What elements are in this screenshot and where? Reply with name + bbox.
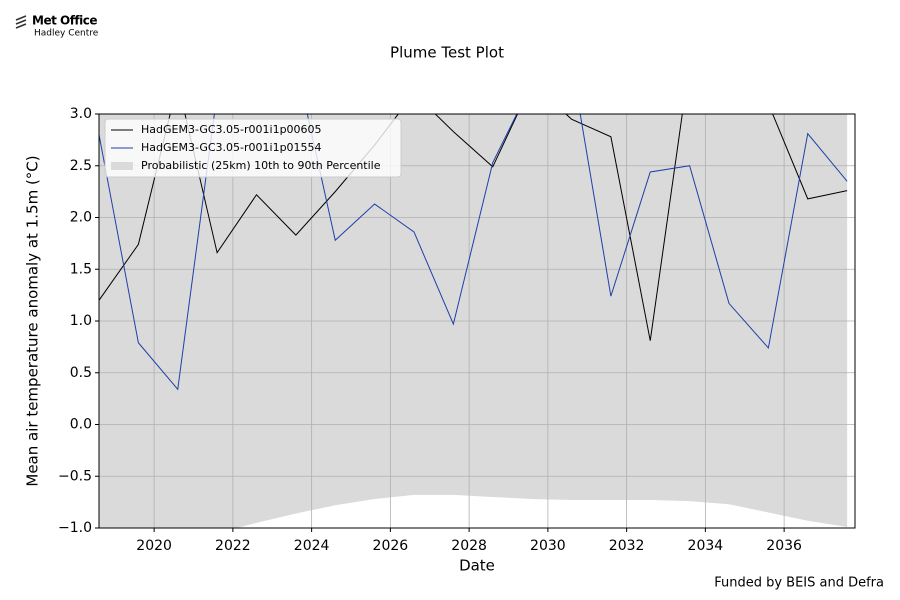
footer: Funded by BEIS and Defra [714,576,884,591]
y-tick-label: 0.5 [70,365,92,381]
y-axis-label: Mean air temperature anomaly at 1.5m (°C… [24,155,42,486]
logo-subname: Hadley Centre [34,29,99,39]
y-tick-label: 3.0 [70,106,92,122]
x-tick-label: 2030 [530,538,566,554]
y-tick-label: 1.0 [70,313,92,329]
y-tick-label: 2.0 [70,210,92,226]
series-line [99,114,848,341]
x-tick-label: 2024 [294,538,330,554]
legend-box [104,118,402,178]
legend-label: HadGEM3-GC3.05-r001i1p01554 [141,141,322,154]
logo-mark [15,15,27,29]
y-tick-label: 1.5 [70,261,92,277]
x-tick-label: 2036 [766,538,802,554]
x-tick-label: 2034 [688,538,724,554]
x-axis-label: Date [459,557,495,575]
x-tick-label: 2032 [609,538,645,554]
legend-label: HadGEM3-GC3.05-r001i1p00605 [141,123,322,136]
x-tick-label: 2020 [136,538,172,554]
axes: −1.0 −0.5 0.0 0.5 1.0 1.5 2.0 2.5 3.0 2020 2022 202… [58,106,856,554]
legend-label: Probabilistic (25km) 10th to 90th Percen… [141,159,381,172]
y-tick-label: 2.5 [70,158,92,174]
x-tick-label: 2026 [373,538,409,554]
legend-swatch [111,162,133,170]
y-tick-label: 0.0 [70,417,92,433]
plot-area [99,114,855,528]
x-tick-label: 2022 [215,538,251,554]
y-tick-label: −0.5 [58,468,92,484]
series-line [99,114,848,391]
logo: Met Office Hadley Centre [15,14,99,39]
y-tick-label: −1.0 [58,520,92,536]
x-tick-label: 2028 [451,538,487,554]
chart-title: Plume Test Plot [390,44,504,62]
logo-name: Met Office [32,14,97,28]
